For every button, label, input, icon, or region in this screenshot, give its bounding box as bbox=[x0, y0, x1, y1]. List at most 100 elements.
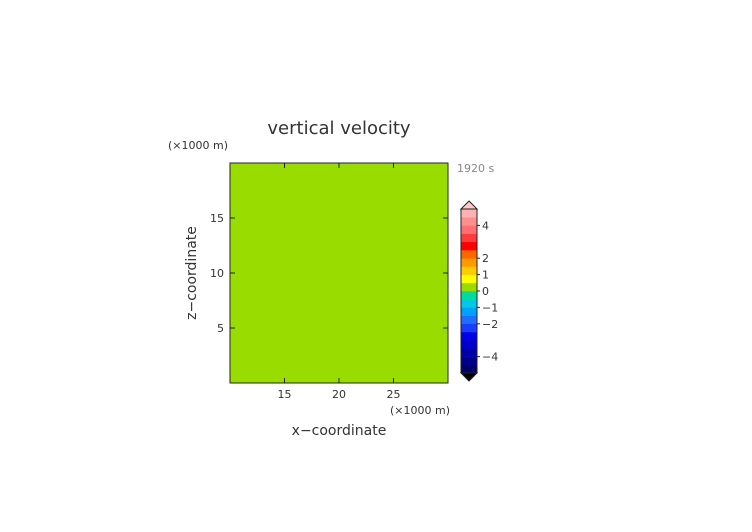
field-cell bbox=[356, 251, 359, 254]
field-cell bbox=[284, 243, 287, 246]
field-cell bbox=[396, 163, 399, 166]
field-cell bbox=[392, 203, 395, 206]
field-cell bbox=[330, 187, 333, 190]
field-cell bbox=[426, 235, 429, 238]
field-cell bbox=[242, 179, 245, 182]
field-cell bbox=[426, 215, 429, 218]
field-cell bbox=[422, 229, 425, 232]
field-cell bbox=[372, 177, 375, 180]
field-cell bbox=[420, 201, 423, 204]
field-cell bbox=[236, 251, 239, 254]
field-cell bbox=[250, 253, 253, 256]
field-cell bbox=[252, 197, 255, 200]
field-cell bbox=[340, 167, 343, 170]
field-cell bbox=[430, 181, 433, 184]
field-cell bbox=[230, 247, 233, 250]
field-cell bbox=[392, 237, 395, 240]
field-cell bbox=[354, 217, 357, 220]
field-cell bbox=[302, 175, 305, 178]
field-cell bbox=[246, 163, 249, 166]
field-cell bbox=[316, 215, 319, 218]
field-cell bbox=[342, 241, 345, 244]
field-cell bbox=[282, 181, 285, 184]
field-cell bbox=[384, 169, 387, 172]
field-cell bbox=[260, 227, 263, 230]
field-cell bbox=[434, 171, 437, 174]
field-cell bbox=[440, 241, 443, 244]
field-cell bbox=[296, 171, 299, 174]
field-cell bbox=[366, 201, 369, 204]
field-cell bbox=[266, 201, 269, 204]
field-cell bbox=[354, 223, 357, 226]
field-cell bbox=[270, 199, 273, 202]
field-cell bbox=[234, 217, 237, 220]
field-cell bbox=[418, 179, 421, 182]
field-cell bbox=[284, 245, 287, 248]
field-cell bbox=[412, 195, 415, 198]
field-cell bbox=[350, 229, 353, 232]
field-cell bbox=[298, 177, 301, 180]
field-cell bbox=[420, 203, 423, 206]
field-cell bbox=[246, 193, 249, 196]
field-cell bbox=[314, 221, 317, 224]
field-cell bbox=[386, 163, 389, 166]
field-cell bbox=[244, 223, 247, 226]
field-cell bbox=[310, 239, 313, 242]
field-cell bbox=[234, 225, 237, 228]
field-cell bbox=[348, 231, 351, 234]
field-cell bbox=[366, 207, 369, 210]
field-cell bbox=[244, 213, 247, 216]
field-cell bbox=[358, 217, 361, 220]
field-cell bbox=[270, 219, 273, 222]
field-cell bbox=[426, 181, 429, 184]
field-cell bbox=[250, 199, 253, 202]
field-cell bbox=[358, 215, 361, 218]
field-cell bbox=[330, 245, 333, 248]
field-cell bbox=[394, 197, 397, 200]
field-cell bbox=[244, 225, 247, 228]
field-cell bbox=[360, 227, 363, 230]
field-cell bbox=[238, 253, 241, 256]
field-cell bbox=[406, 195, 409, 198]
field-cell bbox=[442, 167, 445, 170]
field-cell bbox=[232, 251, 235, 254]
field-cell bbox=[416, 201, 419, 204]
field-cell bbox=[252, 241, 255, 244]
field-cell bbox=[392, 175, 395, 178]
field-cell bbox=[344, 215, 347, 218]
field-cell bbox=[244, 185, 247, 188]
field-cell bbox=[234, 191, 237, 194]
field-cell bbox=[412, 165, 415, 168]
field-cell bbox=[362, 173, 365, 176]
field-cell bbox=[254, 219, 257, 222]
field-cell bbox=[258, 185, 261, 188]
field-cell bbox=[338, 251, 341, 254]
field-cell bbox=[368, 235, 371, 238]
field-cell bbox=[406, 219, 409, 222]
field-cell bbox=[300, 197, 303, 200]
field-cell bbox=[246, 229, 249, 232]
field-cell bbox=[308, 225, 311, 228]
field-cell bbox=[328, 197, 331, 200]
field-cell bbox=[270, 197, 273, 200]
field-cell bbox=[232, 207, 235, 210]
field-cell bbox=[410, 225, 413, 228]
field-cell bbox=[324, 247, 327, 250]
field-cell bbox=[374, 179, 377, 182]
field-cell bbox=[248, 197, 251, 200]
field-cell bbox=[442, 223, 445, 226]
field-cell bbox=[298, 167, 301, 170]
field-cell bbox=[308, 187, 311, 190]
field-cell bbox=[370, 205, 373, 208]
field-cell bbox=[274, 195, 277, 198]
field-cell bbox=[340, 169, 343, 172]
field-cell bbox=[284, 253, 287, 256]
field-cell bbox=[342, 231, 345, 234]
field-cell bbox=[292, 163, 295, 166]
field-cell bbox=[230, 239, 233, 242]
field-cell bbox=[430, 169, 433, 172]
field-cell bbox=[324, 173, 327, 176]
field-cell bbox=[248, 237, 251, 240]
field-cell bbox=[406, 199, 409, 202]
field-cell bbox=[258, 203, 261, 206]
